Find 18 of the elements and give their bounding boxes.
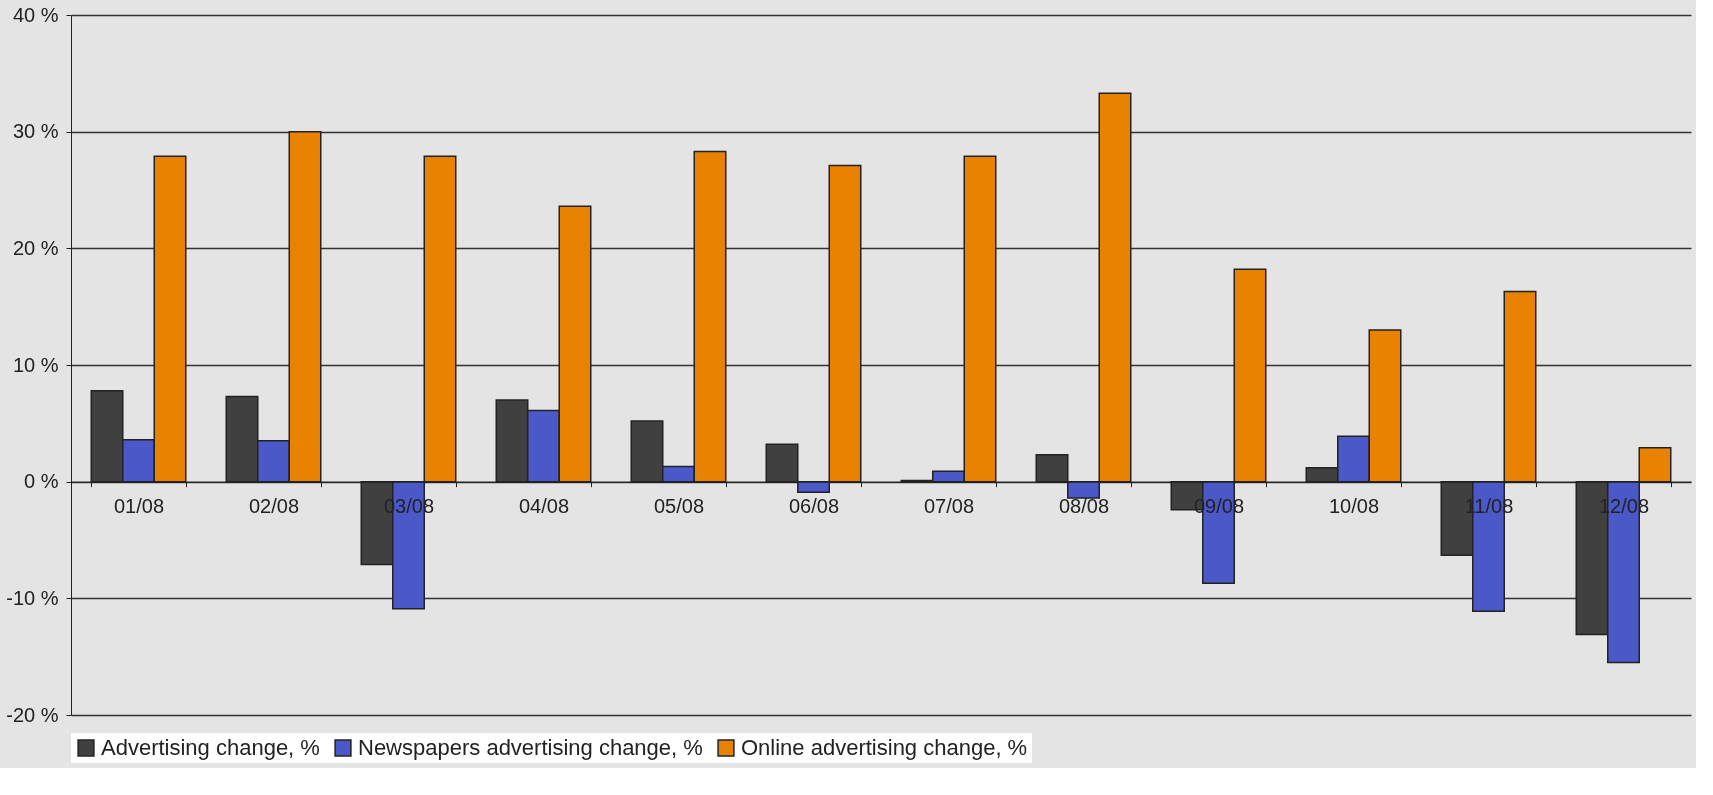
y-tick-label: 20 %	[12, 236, 59, 259]
x-tick-label: 02/08	[248, 495, 300, 518]
legend-label: Advertising change, %	[101, 735, 320, 760]
x-tick-label: 01/08	[113, 495, 165, 518]
x-tick-label: 06/08	[788, 495, 840, 518]
y-tick-label: 40 %	[12, 3, 59, 26]
y-tick-label: -10 %	[6, 586, 59, 609]
x-tick-label: 08/08	[1058, 495, 1110, 518]
y-tick-label: -20 %	[6, 703, 59, 726]
legend-label: Online advertising change, %	[741, 735, 1028, 760]
y-tick-label: 0 %	[24, 470, 59, 493]
x-tick-label: 04/08	[518, 495, 570, 518]
x-tick-label: 10/08	[1328, 495, 1380, 518]
x-tick-label: 05/08	[653, 495, 705, 518]
legend-label: Newspapers advertising change, %	[358, 735, 703, 760]
y-tick-label: 30 %	[12, 120, 59, 143]
y-tick-label: 10 %	[12, 353, 59, 376]
x-tick-label: 07/08	[923, 495, 975, 518]
